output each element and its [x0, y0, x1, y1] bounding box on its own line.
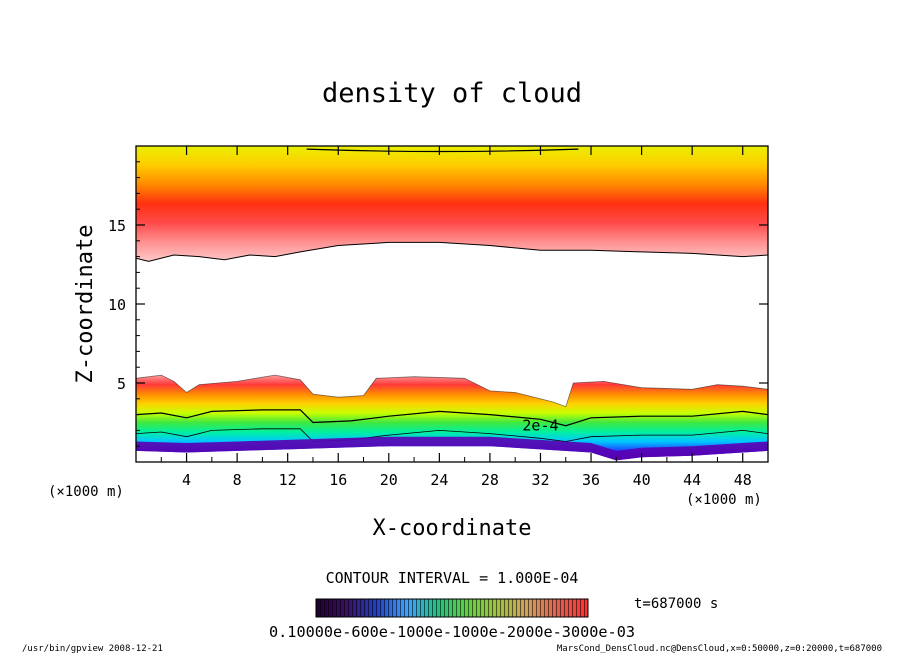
y-tick-label: 5 [117, 375, 126, 393]
contour-interval-text: CONTOUR INTERVAL = 1.000E-04 [326, 569, 579, 587]
time-text: t=687000 s [634, 596, 718, 612]
x-tick-label: 44 [683, 471, 701, 489]
lower-cloud-layer [136, 375, 768, 461]
x-unit-left: (×1000 m) [48, 484, 124, 500]
colorbar-tick-labels: 0.10000e-600e-1000e-1000e-2000e-3000e-03 [269, 623, 635, 641]
x-tick-label: 40 [633, 471, 651, 489]
x-tick-label: 12 [279, 471, 297, 489]
y-tick-label: 10 [108, 296, 126, 314]
x-tick-label: 4 [182, 471, 191, 489]
x-tick-label: 32 [531, 471, 549, 489]
footer-left: /usr/bin/gpview 2008-12-21 [22, 644, 163, 654]
lower-layer-top-contour [136, 374, 768, 408]
upper-cloud-layer [136, 146, 768, 262]
upper-layer-contour [136, 241, 768, 262]
colorbar [315, 598, 589, 618]
colorbar-stripes [316, 599, 588, 617]
x-tick-label: 48 [734, 471, 752, 489]
footer-right: MarsCond_DensCloud.nc@DensCloud,x=0:5000… [557, 644, 882, 654]
plot-area: 2e-4 [136, 146, 768, 462]
top-contour [306, 148, 579, 153]
x-tick-label: 36 [582, 471, 600, 489]
x-tick-label: 28 [481, 471, 499, 489]
y-axis-label: Z-coordinate [73, 225, 98, 384]
contour-2e-4 [136, 409, 768, 427]
colorbar-frame [315, 598, 589, 618]
x-tick-label: 24 [430, 471, 448, 489]
y-ticks: 5 10 15 [108, 161, 768, 447]
x-tick-label: 20 [380, 471, 398, 489]
contour-label: 2e-4 [522, 416, 558, 434]
x-axis-label: X-coordinate [373, 516, 532, 541]
x-ticks: 4 8 12 16 20 24 28 32 36 40 44 48 [160, 146, 752, 489]
inner-contour [136, 428, 768, 442]
bottom-purple-band [136, 436, 768, 461]
chart-title: density of cloud [322, 78, 582, 109]
x-tick-label: 16 [329, 471, 347, 489]
x-unit-right: (×1000 m) [686, 492, 762, 508]
x-tick-label: 8 [233, 471, 242, 489]
y-tick-label: 15 [108, 217, 126, 235]
